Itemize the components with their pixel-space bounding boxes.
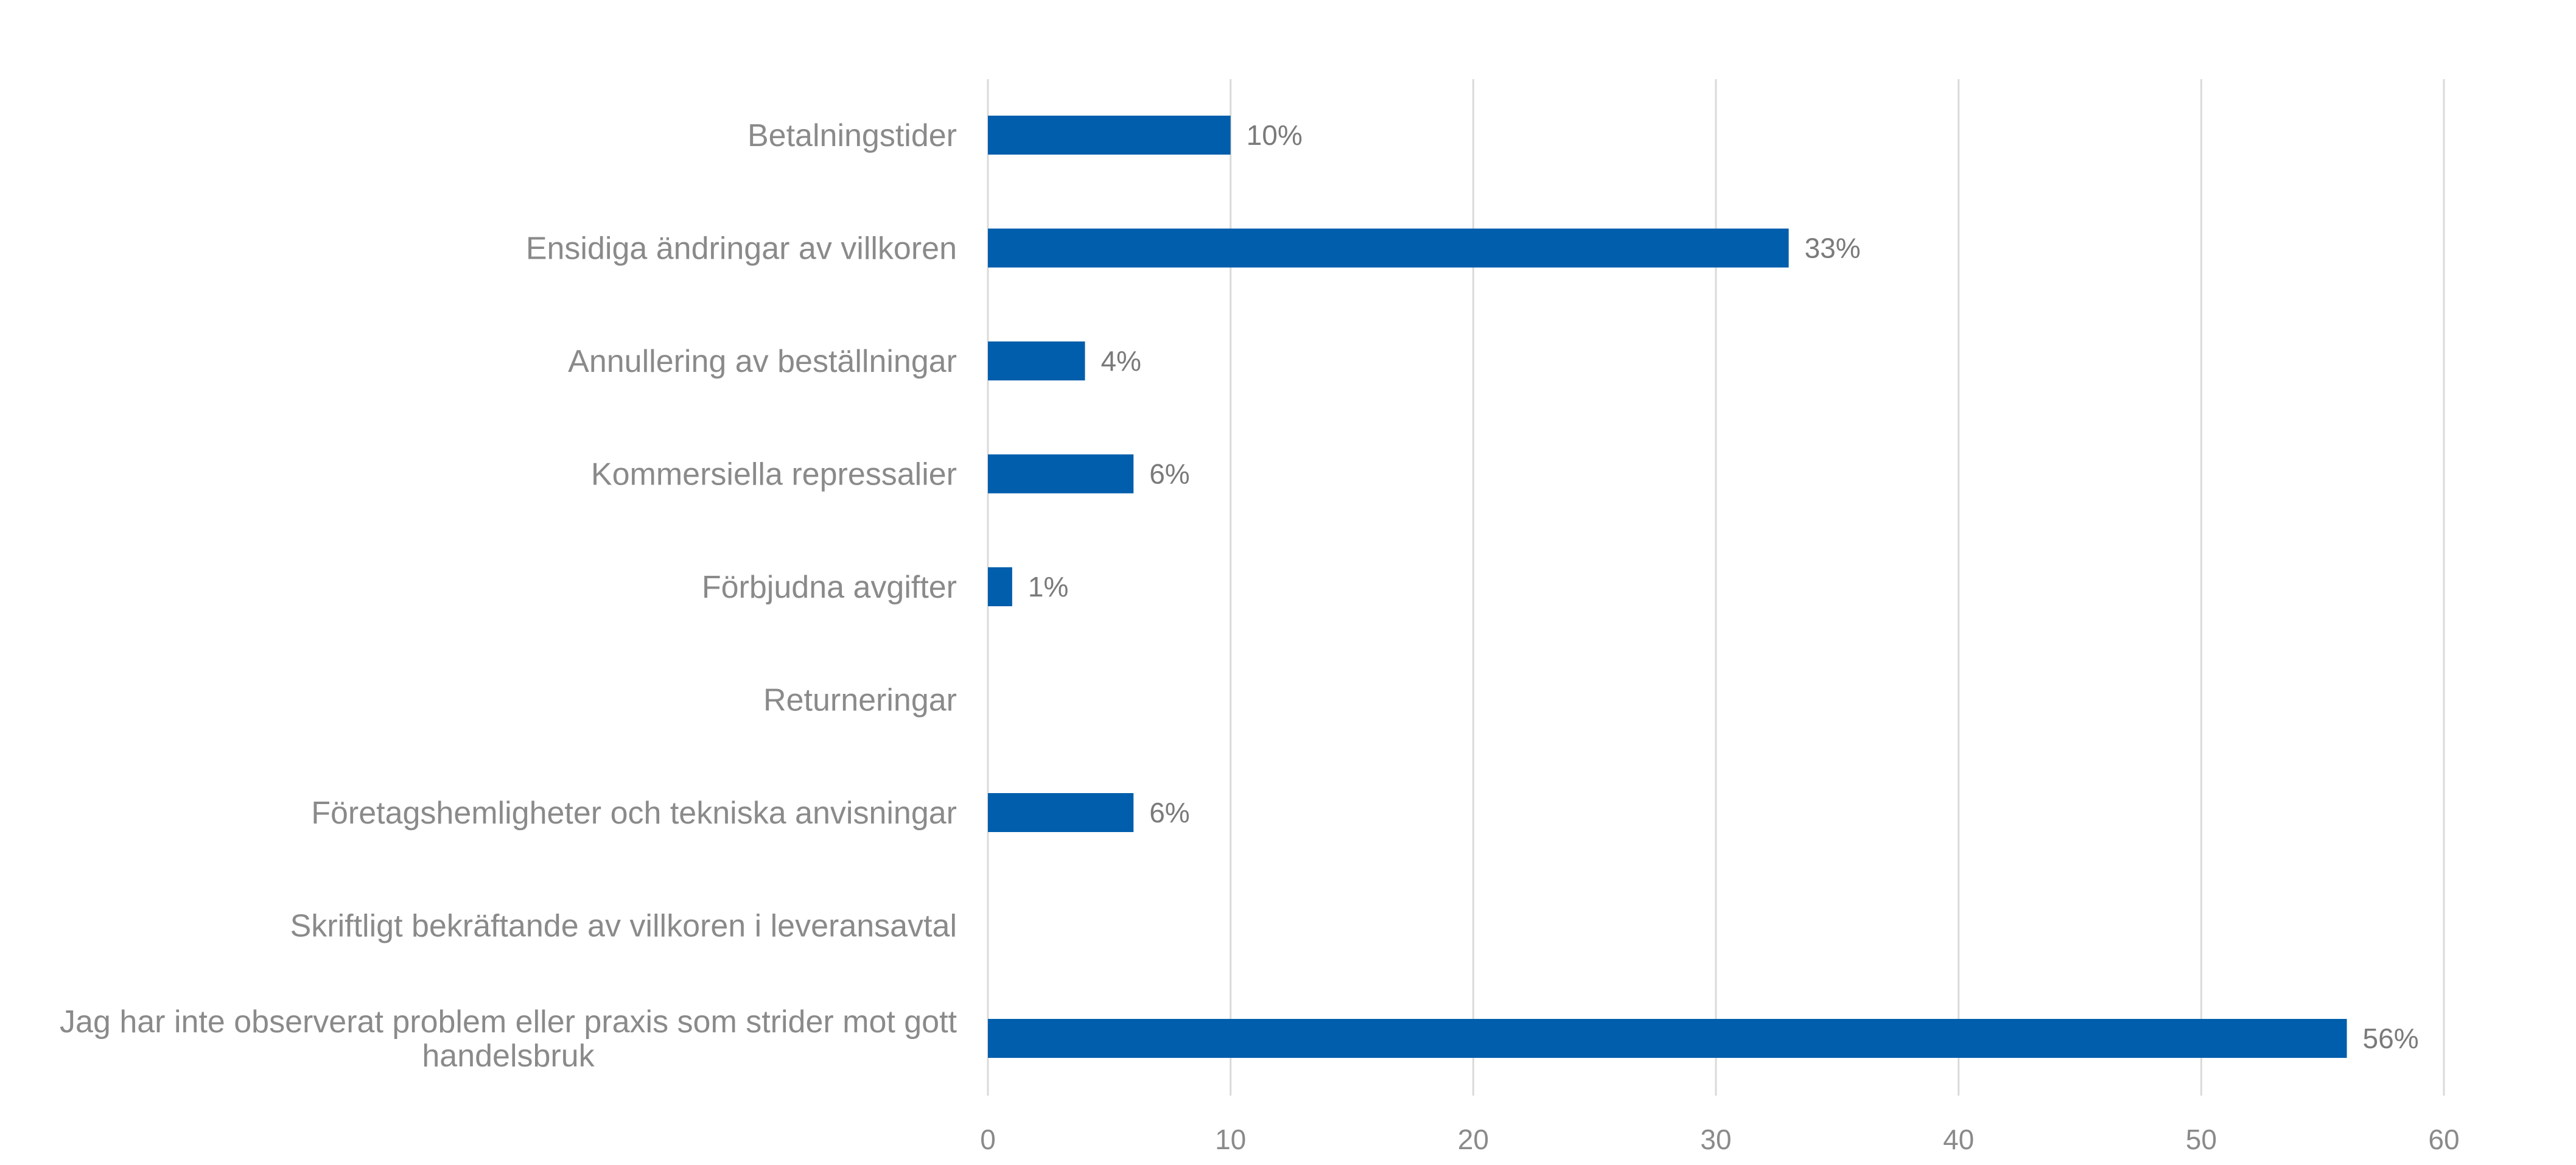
x-tick-label: 10	[1215, 1124, 1246, 1155]
data-label: 56%	[2363, 1023, 2419, 1054]
bar	[988, 454, 1134, 494]
category-label-line: handelsbruk	[422, 1038, 595, 1074]
x-tick-label: 50	[2186, 1124, 2217, 1155]
category-label: Företagshemligheter och tekniska anvisni…	[311, 796, 957, 831]
data-label: 33%	[1805, 233, 1861, 264]
category-label: Annullering av beställningar	[568, 344, 957, 379]
bar	[988, 567, 1012, 606]
x-tick-label: 0	[980, 1124, 996, 1155]
category-label: Ensidiga ändringar av villkoren	[526, 231, 957, 267]
category-label: Kommersiella repressalier	[591, 457, 957, 492]
data-label: 4%	[1101, 345, 1141, 377]
bar	[988, 1019, 2347, 1058]
category-labels: Betalningstider Ensidiga ändringar av vil…	[60, 118, 957, 1074]
category-label: Jag har inte observerat problem eller pr…	[60, 1004, 957, 1074]
bars	[988, 116, 2347, 1058]
data-label: 6%	[1149, 458, 1189, 490]
bar	[988, 116, 1231, 155]
bar	[988, 228, 1789, 268]
category-label: Betalningstider	[747, 118, 957, 153]
data-labels: 10% 33% 4% 6% 1% 6% 56%	[1028, 119, 2419, 1054]
category-label: Returneringar	[763, 683, 957, 718]
x-tick-label: 30	[1700, 1124, 1731, 1155]
x-tick-label: 60	[2428, 1124, 2459, 1155]
category-label-line: Jag har inte observerat problem eller pr…	[60, 1004, 957, 1040]
data-label: 1%	[1028, 571, 1068, 603]
x-tick-label: 20	[1458, 1124, 1489, 1155]
category-label: Skriftligt bekräftande av villkoren i le…	[290, 909, 957, 944]
bar	[988, 793, 1134, 832]
bar	[988, 341, 1085, 380]
data-label: 10%	[1247, 119, 1303, 151]
category-label: Förbjudna avgifter	[702, 570, 957, 605]
x-axis-tick-labels: 0 10 20 30 40 50 60	[980, 1124, 2459, 1155]
x-tick-label: 40	[1943, 1124, 1974, 1155]
data-label: 6%	[1149, 797, 1189, 828]
